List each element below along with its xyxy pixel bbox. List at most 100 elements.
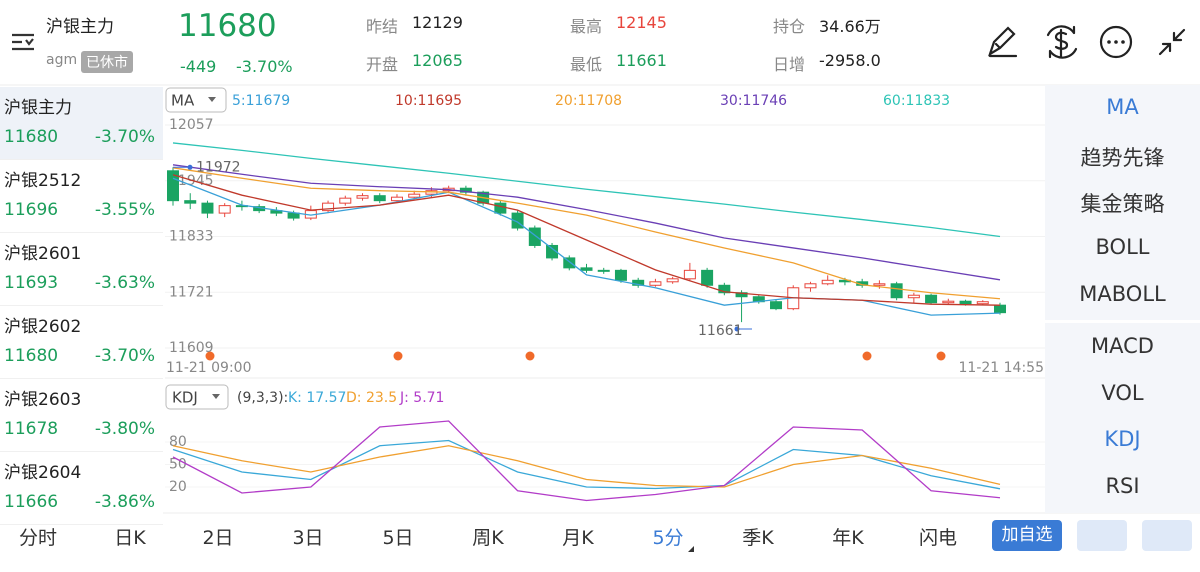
candle-body (390, 196, 403, 202)
tab-arrow (688, 546, 694, 552)
indicator-option[interactable]: 趋势先锋 (1080, 146, 1165, 170)
candle-body (907, 294, 920, 299)
contract-item-price: 11680 (4, 127, 59, 147)
contract-item-name: 沪银2601 (4, 244, 82, 264)
contract-item-pct: -3.55% (94, 200, 155, 220)
stat-label: 最高 (570, 17, 603, 36)
candle-body (528, 227, 541, 246)
dropdown-arrow (212, 394, 220, 399)
candle-body (994, 304, 1006, 314)
indicator-option[interactable]: MABOLL (1079, 282, 1166, 306)
legend-entry: J: 5.71 (399, 390, 444, 406)
contract-item[interactable]: 沪银2602 11680 -3.70% (0, 306, 163, 379)
period-tab[interactable]: 月K (562, 527, 594, 549)
candle-body (546, 244, 559, 259)
high-dot (187, 164, 193, 170)
candle-body (701, 269, 714, 286)
indicator-line (172, 445, 1001, 488)
candle-body (563, 257, 576, 269)
low-dot (734, 326, 740, 332)
indicator-panel: MA 趋势先锋集金策略 BOLL MABOLL MACD VOL KDJ RSI (1045, 85, 1200, 513)
candle-body (718, 284, 731, 294)
indicator-option[interactable]: 集金策略 (1080, 192, 1165, 216)
candle-body (959, 300, 972, 305)
more-icon[interactable] (1099, 25, 1133, 59)
kdj-title[interactable]: KDJ (172, 389, 198, 407)
period-tab[interactable]: 分时 (18, 527, 57, 549)
indicator-line (172, 174, 1001, 306)
period-tab[interactable]: 年K (832, 527, 864, 549)
period-tab[interactable]: 日K (114, 527, 146, 549)
exchange-icon[interactable] (1046, 25, 1078, 59)
y-tick-label: 20 (169, 479, 187, 495)
candle-body (804, 283, 817, 289)
period-tab[interactable]: 2日 (202, 527, 234, 549)
indicator-name[interactable]: MA (171, 92, 195, 110)
period-tab[interactable]: 季K (742, 527, 774, 549)
contract-item-name: 沪银2603 (4, 390, 82, 410)
stat-label: 持仓 (773, 17, 806, 36)
candle-body (339, 197, 352, 204)
kdj-selector[interactable] (165, 384, 229, 410)
candle-body (184, 200, 197, 204)
contract-item-pct: -3.80% (94, 419, 155, 439)
period-tab[interactable]: 周K (472, 527, 504, 549)
candle-body (408, 193, 421, 198)
contract-item-price: 11666 (4, 492, 59, 512)
contract-item-price: 11696 (4, 200, 59, 220)
high-label: 11972 (196, 159, 241, 175)
menu-icon[interactable] (12, 33, 34, 51)
contract-item[interactable]: 沪银2512 11696 -3.55% (0, 160, 163, 233)
candle-body (976, 301, 989, 305)
indicator-option[interactable]: MA (1106, 95, 1139, 119)
indicator-option[interactable]: MACD (1091, 334, 1154, 358)
candle-body (218, 205, 231, 214)
next-button[interactable] (1142, 520, 1192, 551)
time-end: 11-21 14:55 (959, 360, 1044, 376)
contract-item-price: 11693 (4, 273, 59, 293)
prev-button[interactable] (1077, 520, 1127, 551)
candle-body (287, 212, 300, 219)
period-tab[interactable]: 5分 (652, 527, 684, 549)
stat-label: 最低 (570, 55, 603, 74)
contract-item[interactable]: 沪银主力 11680 -3.70% (0, 87, 163, 160)
period-tab[interactable]: 5日 (382, 527, 414, 549)
time-start: 11-21 09:00 (166, 360, 251, 376)
candle-body (322, 202, 335, 212)
indicator-option[interactable]: RSI (1105, 474, 1140, 498)
indicator-option[interactable]: BOLL (1095, 235, 1150, 259)
indicator-line (172, 177, 1001, 316)
candle-body (770, 301, 783, 310)
candle-body (873, 283, 886, 286)
ma-selector[interactable] (165, 87, 227, 113)
period-tab[interactable]: 3日 (292, 527, 324, 549)
y-tick-label: 50 (169, 457, 187, 473)
dropdown-arrow (208, 97, 216, 102)
price-change: -449 (180, 57, 217, 76)
y-tick-label: 11609 (169, 340, 214, 356)
candle-body (494, 202, 507, 214)
panel-divider (1045, 320, 1200, 323)
kdj-params: (9,3,3): (237, 390, 288, 406)
legend-entry: 10:11695 (395, 93, 462, 109)
stat-value: 12145 (616, 13, 667, 32)
indicator-option[interactable]: KDJ (1104, 427, 1141, 451)
candle-body (666, 278, 679, 283)
contract-item[interactable]: 沪银2601 11693 -3.63% (0, 233, 163, 306)
indicator-line (172, 164, 1001, 281)
add-watchlist-button[interactable]: 加自选 (992, 520, 1062, 551)
legend-entry: 60:11833 (883, 93, 950, 109)
edit-icon[interactable] (988, 26, 1018, 58)
signal-dots (205, 351, 946, 361)
shrink-icon[interactable] (1158, 28, 1186, 56)
candle-body (649, 281, 662, 286)
legend-entry: 5:11679 (232, 93, 290, 109)
period-tab[interactable]: 闪电 (918, 527, 957, 549)
stat-label: 开盘 (366, 55, 399, 74)
y-tick-label: 12057 (169, 117, 214, 133)
indicator-option[interactable]: VOL (1101, 381, 1144, 405)
contract-item[interactable]: 沪银2603 11678 -3.80% (0, 379, 163, 452)
contract-item[interactable]: 沪银2604 11666 -3.86% (0, 452, 163, 525)
stat-label: 昨结 (366, 17, 399, 36)
